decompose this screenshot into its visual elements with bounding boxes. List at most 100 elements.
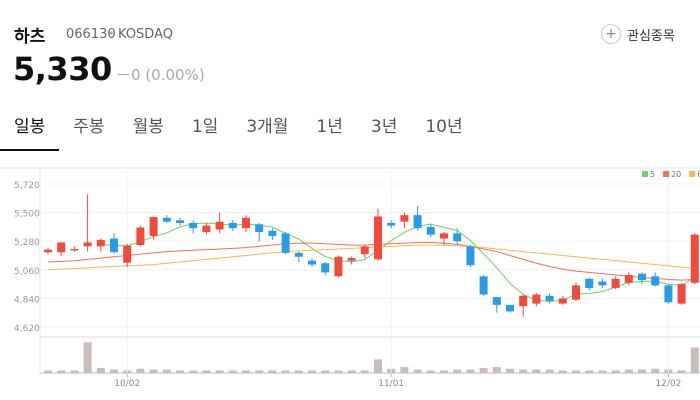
candle-body	[123, 245, 132, 263]
moving-average	[47, 244, 695, 271]
candle-body	[585, 278, 594, 288]
candle-body	[189, 222, 198, 229]
volume-bar	[611, 370, 620, 373]
candle-body	[149, 217, 158, 236]
period-tab[interactable]: 주봉	[73, 117, 105, 137]
moving-average	[100, 222, 696, 303]
legend-swatch	[689, 171, 696, 177]
stock-name: 하츠	[14, 27, 46, 47]
candle-body	[611, 278, 620, 288]
volume-bar	[519, 369, 528, 373]
volume-bar	[162, 369, 171, 373]
volume-bar	[624, 369, 633, 373]
candle-body	[624, 274, 633, 283]
separator: •	[108, 27, 115, 40]
candle-body	[545, 295, 554, 301]
volume-bar	[255, 370, 264, 373]
volume-bar	[334, 370, 343, 373]
volume-bar	[426, 370, 435, 373]
candle-body	[110, 238, 118, 253]
volume-bar	[96, 367, 105, 373]
candle-body	[308, 260, 316, 265]
volume-bar	[149, 369, 158, 373]
candle-body	[453, 233, 462, 242]
y-tick-label: 5,280	[14, 238, 40, 248]
volume-bar	[268, 370, 277, 373]
candle-body	[83, 242, 92, 247]
volume-bar	[598, 370, 607, 373]
volume-bar	[677, 370, 686, 373]
volume-bar	[466, 369, 475, 373]
volume-bar	[440, 370, 448, 373]
candle-body	[664, 285, 673, 303]
period-tab[interactable]: 1년	[316, 117, 343, 137]
volume-bar	[294, 370, 303, 373]
volume-bar	[374, 359, 382, 373]
volume-bar	[585, 370, 594, 373]
candle-body	[400, 215, 409, 222]
candle-body	[96, 239, 105, 247]
legend-swatch	[642, 171, 648, 177]
candle-body	[294, 252, 303, 257]
volume-bar	[136, 368, 145, 373]
volume-bar	[360, 370, 369, 373]
candle-body	[374, 216, 382, 260]
candle-body	[572, 285, 580, 300]
volume-bar	[57, 370, 66, 373]
period-tab[interactable]: 일봉	[0, 112, 60, 151]
volume-bar	[176, 370, 184, 373]
candle-body	[492, 297, 501, 305]
legend-swatch	[663, 171, 670, 177]
y-tick-label: 5,060	[14, 267, 40, 277]
volume-bar	[44, 370, 52, 373]
period-tab[interactable]: 1일	[191, 117, 219, 137]
candle-body	[57, 242, 66, 253]
volume-bar	[281, 370, 290, 373]
volume-bar	[215, 370, 224, 373]
candle-body	[281, 233, 290, 253]
period-tab[interactable]: 3년	[370, 117, 398, 137]
candle-body	[426, 226, 435, 235]
period-tab[interactable]: 월봉	[132, 117, 164, 137]
period-tab[interactable]: 10년	[425, 117, 463, 137]
candle-body	[70, 248, 79, 251]
volume-bar	[572, 370, 580, 373]
volume-bar	[638, 369, 646, 373]
favorite-button[interactable]: + 관심종목	[601, 24, 675, 44]
price-change: －0 (0.00%)	[116, 66, 205, 84]
volume-bar	[228, 370, 237, 373]
x-tick-label: 12/02	[655, 379, 681, 389]
volume-bar	[70, 370, 79, 373]
candle-body	[677, 284, 686, 304]
candle-body	[360, 246, 369, 255]
x-tick-label: 11/01	[378, 379, 404, 389]
volume-bar	[545, 369, 554, 373]
volume-bar	[413, 369, 422, 373]
stock-code: 066130	[66, 27, 116, 42]
volume-bar	[690, 347, 699, 373]
candle-body	[598, 281, 607, 286]
price: 5,330	[13, 50, 112, 88]
favorite-label: 관심종목	[627, 28, 675, 44]
candle-body	[440, 233, 448, 239]
volume-bar	[308, 370, 316, 373]
volume-bar	[242, 370, 250, 373]
legend-label: 60	[697, 170, 700, 179]
period-tab[interactable]: 3개월	[246, 117, 289, 137]
legend-label: 5	[650, 170, 655, 179]
candle-body	[136, 227, 145, 246]
legend-label: 20	[671, 170, 681, 179]
candle-body	[651, 276, 660, 286]
candle-body	[176, 220, 184, 223]
candle-body	[162, 217, 171, 222]
candle-body	[215, 221, 224, 230]
candle-body	[413, 215, 422, 229]
plus-icon: +	[601, 24, 621, 44]
volume-bar	[189, 370, 198, 373]
candle-body	[242, 217, 250, 229]
candle-body	[44, 249, 52, 253]
volume-bar	[347, 370, 356, 373]
candle-body	[506, 304, 514, 312]
volume-bar	[110, 369, 118, 373]
